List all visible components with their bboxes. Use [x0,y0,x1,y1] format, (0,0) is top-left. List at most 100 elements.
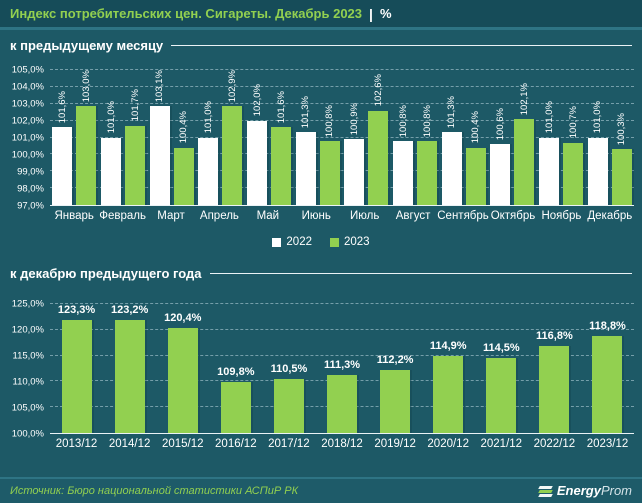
bar-group: 120,4% [156,304,209,433]
y-axis: 125,0% 120,0% 115,0% 110,0% 105,0% 100,0% [2,299,50,440]
x-tick-label: 2016/12 [215,438,257,450]
bar-к декабрю предыдущего года [433,356,464,433]
bar-value-label: 100,8% [324,104,336,137]
bar-value-label: 102,9% [226,70,238,103]
bar-к декабрю предыдущего года [592,336,623,433]
legend-swatch [272,237,282,247]
gridline [50,85,634,87]
bar-cell: 116,8% [536,304,573,433]
bar-cell: 120,4% [164,304,201,433]
bar-cell: 100,8% [319,70,340,205]
section-rule [171,44,632,46]
x-tick-label: Август [395,210,431,222]
gridline [50,303,634,304]
section-label-monthly: к предыдущему месяцу [10,37,164,53]
bar-group: 111,3% [315,304,368,433]
plot-area: 123,3% 123,2% 120,4% 109,8% 110,5% 111,3% 112,… [50,303,634,434]
bar-2023 [173,147,194,205]
bar-value-label: 101,0% [592,101,604,134]
bar-value-label: 110,5% [270,362,308,375]
bar-value-label: 100,3% [616,113,628,146]
bar-cell: 100,7% [563,70,584,205]
bar-value-label: 100,4% [470,111,482,144]
bar-value-label: 100,6% [494,108,506,141]
bar-cell: 101,0% [198,70,219,205]
bar-group: 102,0% 101,6% [245,70,294,205]
bar-cell: 101,6% [52,70,73,205]
bar-group: 101,3% 100,8% [293,70,342,205]
energyprom-logo: EnergyProm [538,482,632,500]
bar-cell: 100,4% [465,70,486,205]
bar-group: 101,0% 101,7% [99,70,148,205]
bar-group: 112,2% [369,304,422,433]
bar-cell: 101,6% [271,70,292,205]
bar-cell: 109,8% [217,304,254,433]
bar-value-label: 103,0% [80,70,92,103]
bar-к декабрю предыдущего года [380,370,411,433]
bar-value-label: 116,8% [536,330,573,343]
bar-group: 101,0% 100,3% [585,70,634,205]
x-tick-label: 2018/12 [321,438,363,450]
gridline [50,153,634,155]
x-tick-label: 2023/12 [586,438,629,450]
bar-2023 [417,140,438,205]
bar-value-label: 100,9% [348,102,360,136]
chart-yearly: 125,0% 120,0% 115,0% 110,0% 105,0% 100,0% 123… [2,299,634,454]
y-tick-label: 99,0% [17,166,44,178]
y-tick-label: 97,0% [17,200,44,212]
x-tick-label: 2017/12 [268,438,310,450]
bar-2022 [149,106,170,205]
footer: Источник: Бюро национальной статистики А… [0,477,642,503]
y-tick-label: 115,0% [12,350,44,362]
bar-group: 101,0% 102,9% [196,70,245,205]
bar-group: 100,9% 102,6% [342,70,391,205]
bar-cell: 102,6% [368,70,389,205]
bar-cell: 114,5% [483,304,520,433]
bar-value-label: 100,4% [178,111,190,144]
bar-к декабрю предыдущего года [273,378,304,433]
bar-group: 101,3% 100,4% [439,70,488,205]
bar-2022 [393,140,414,205]
bar-cell: 103,0% [76,70,97,205]
bar-value-label: 100,8% [397,104,409,137]
x-tick-label: Сентябрь [437,210,489,222]
x-tick-label: 2021/12 [480,438,523,450]
gridline [50,354,634,356]
bar-value-label: 102,0% [251,84,263,117]
y-tick-label: 125,0% [11,298,44,310]
bar-value-label: 109,8% [217,366,255,379]
bar-cell: 100,8% [393,70,414,205]
bar-group: 100,8% 100,8% [391,70,440,205]
y-tick-label: 105,0% [11,64,44,76]
x-tick-label: 2020/12 [427,438,469,450]
chart-monthly: 105,0% 104,0% 103,0% 102,0% 101,0% 100,0% 99,0… [2,65,634,226]
bar-2023 [611,149,632,205]
bar-group: 109,8% [209,304,262,433]
x-tick-label: 2022/12 [533,438,576,450]
bar-group: 114,9% [422,304,475,433]
bar-к декабрю предыдущего года [539,346,570,433]
x-tick-label: 2013/12 [55,438,98,450]
bar-2023 [125,125,145,205]
bar-2022 [344,139,365,205]
x-tick-label: Январь [54,210,94,222]
bar-2022 [441,132,462,205]
energyprom-logo-icon [538,485,553,497]
bar-2022 [52,127,73,205]
bar-2022 [101,137,121,205]
legend: 2022 2023 [0,234,642,250]
bar-cell: 101,3% [441,70,462,205]
bar-value-label: 120,4% [164,311,202,324]
title-bar: Индекс потребительских цен. Сигареты. Де… [0,0,642,30]
bar-2023 [76,106,97,205]
bar-group: 123,2% [103,304,156,433]
bar-value-label: 102,1% [518,82,530,115]
bar-cell: 103,1% [149,70,170,205]
bar-cell: 102,0% [247,70,268,205]
bar-2022 [539,137,560,205]
plot-area: 101,6% 103,0% 101,0% 101,7% 103,1% 100,4% 101,… [50,69,634,206]
bar-2023 [319,140,340,205]
bar-value-label: 111,3% [323,358,361,371]
y-tick-label: 104,0% [11,81,44,93]
logo-text-light: Prom [600,483,632,498]
